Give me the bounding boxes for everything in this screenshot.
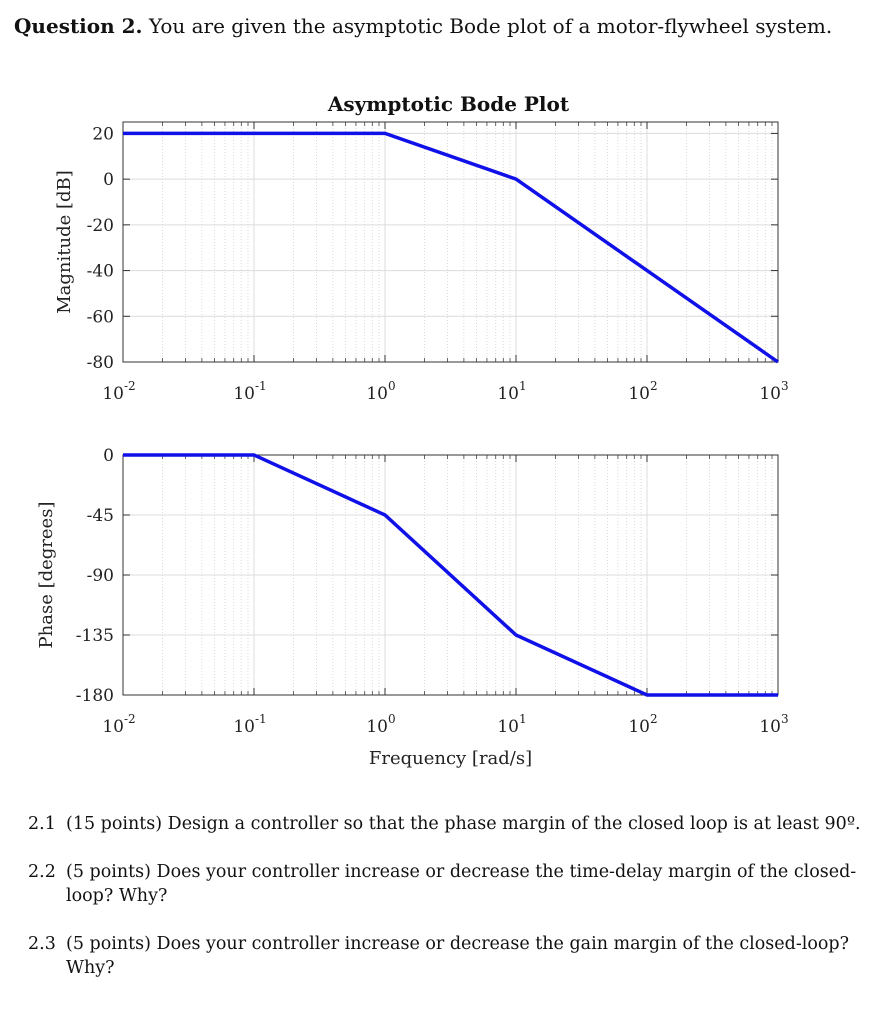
x-tick-label: 102: [628, 379, 657, 404]
question-item-number: 2.2: [28, 862, 56, 882]
question-item: 2.1 (15 points) Design a controller so t…: [28, 812, 873, 836]
axes-box: [122, 121, 779, 363]
y-tick-label: -90: [87, 566, 114, 586]
x-tick-label: 100: [366, 712, 395, 737]
x-tick-label: 10-1: [233, 379, 266, 404]
bode-panel-magnitude: 20 0 -20 -40 -60 -80 10-2 10-1 100 101 102 103 Asymp…: [54, 92, 789, 404]
x-tick-label: 10-2: [102, 712, 135, 737]
question-item-number: 2.3: [28, 934, 56, 954]
y-tick-label: -80: [87, 353, 114, 373]
x-tick-label: 100: [366, 379, 395, 404]
question-item: 2.2 (5 points) Does your controller incr…: [28, 860, 873, 908]
y-axis-label: Magnitude [dB]: [54, 170, 75, 314]
y-axis-label: Phase [degrees]: [36, 502, 57, 649]
y-tick-label: -135: [76, 626, 114, 646]
question-heading: Question 2. You are given the asymptotic…: [14, 14, 832, 38]
x-tick-label: 101: [497, 712, 526, 737]
question-item-text: (15 points) Design a controller so that …: [66, 814, 861, 834]
bode-plot-figure: 20 0 -20 -40 -60 -80 10-2 10-1 100 101 102 103 Asymp…: [36, 92, 789, 769]
x-tick-label: 102: [628, 712, 657, 737]
bode-panel-phase: 0 -45 -90 -135 -180 10-2 10-1 100 101 102 103 Phase…: [36, 446, 789, 769]
x-tick-label: 101: [497, 379, 526, 404]
y-tick-label: -20: [87, 216, 114, 236]
y-tick-label: -60: [87, 307, 114, 327]
chart-title: Asymptotic Bode Plot: [327, 92, 570, 116]
x-tick-label: 10-1: [233, 712, 266, 737]
y-tick-label: 0: [103, 446, 114, 466]
y-tick-label: -180: [76, 686, 114, 706]
series-line: [123, 453, 778, 697]
plot-area: [123, 122, 778, 362]
question-item-text: (5 points) Does your controller increase…: [66, 934, 849, 978]
x-tick-label: 103: [759, 712, 788, 737]
question-items: 2.1 (15 points) Design a controller so t…: [28, 812, 873, 1004]
x-tick-label: 10-2: [102, 379, 135, 404]
question-item-text: (5 points) Does your controller increase…: [66, 862, 857, 906]
y-tick-label: -45: [87, 506, 114, 526]
x-axis-label: Frequency [rad/s]: [369, 748, 532, 769]
y-tick-label: 0: [103, 170, 114, 190]
series-line: [123, 131, 780, 364]
question-text: You are given the asymptotic Bode plot o…: [148, 14, 833, 38]
question-label: Question 2.: [14, 14, 143, 38]
x-tick-label: 103: [759, 379, 788, 404]
y-tick-label: 20: [92, 124, 114, 144]
question-item: 2.3 (5 points) Does your controller incr…: [28, 932, 873, 980]
question-item-number: 2.1: [28, 814, 56, 834]
axes-box: [122, 454, 779, 696]
y-tick-label: -40: [87, 262, 114, 282]
